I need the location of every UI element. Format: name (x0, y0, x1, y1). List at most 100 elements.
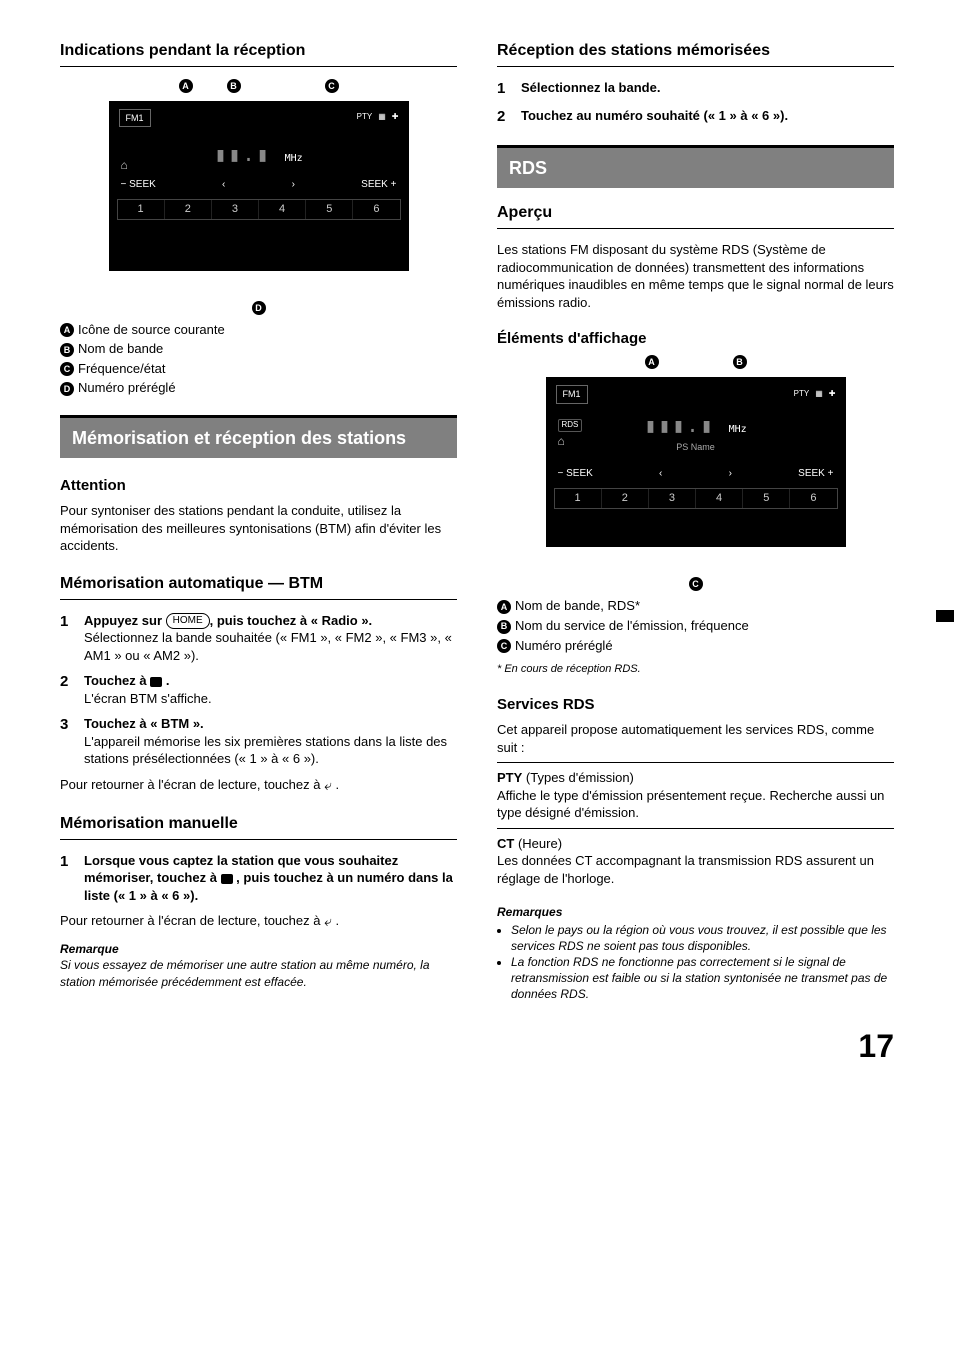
remarque-title: Remarque (60, 941, 457, 957)
services-title: Services RDS (497, 695, 894, 715)
freq-display: ▮▮.▮ MHz (109, 127, 409, 170)
freq-display-2: ▮▮▮.▮ MHz (546, 404, 846, 441)
chev-right-icon-2: › (729, 467, 732, 481)
services-intro: Cet appareil propose automatiquement les… (497, 721, 894, 756)
return-line-1: Pour retourner à l'écran de lecture, tou… (60, 776, 457, 795)
edge-tab (936, 610, 954, 622)
options-icon-2 (221, 874, 233, 884)
preset2-1: 1 (555, 489, 602, 508)
legend2-c: Numéro préréglé (515, 638, 613, 653)
legend2-badge-b: B (497, 620, 511, 634)
remarques-body: Selon le pays ou la région où vous vous … (497, 922, 894, 1003)
callout-a: A (179, 79, 193, 93)
legend-badge-c: C (60, 362, 74, 376)
remarque-body: Si vous essayez de mémoriser une autre s… (60, 957, 457, 989)
hd-icon-2: ▦ (815, 389, 823, 400)
ps-name: PS Name (546, 441, 846, 459)
manual-title: Mémorisation manuelle (60, 813, 457, 840)
svc-pty-body: Affiche le type d'émission présentement … (497, 788, 884, 821)
freq-digits: ▮▮.▮ (214, 142, 270, 166)
preset2-6: 6 (790, 489, 836, 508)
remarque-2: La fonction RDS ne fonctionne pas correc… (511, 954, 894, 1003)
preset2-3: 3 (649, 489, 696, 508)
callout2-a: A (645, 355, 659, 369)
preset2-4: 4 (696, 489, 743, 508)
service-pty: PTY (Types d'émission) Affiche le type d… (497, 762, 894, 828)
recall-num-1: 1 (497, 79, 511, 99)
legend-2: ANom de bande, RDS* BNom du service de l… (497, 597, 894, 654)
callout2-c: C (689, 577, 703, 591)
apercu-title: Aperçu (497, 202, 894, 229)
radio2-wrap: A B FM1 PTY ▦ ✚ RDS ⌂ ▮▮▮.▮ MHz (497, 355, 894, 591)
preset2-5: 5 (743, 489, 790, 508)
back-icon: ⤶ (324, 776, 332, 795)
radio-display-1: FM1 PTY ▦ ✚ ⌂ ▮▮.▮ MHz − SEEK ‹ › SEEK (109, 101, 409, 271)
callout-c: C (325, 79, 339, 93)
heading-indications: Indications pendant la réception (60, 40, 457, 67)
step2-body: L'écran BTM s'affiche. (84, 690, 457, 708)
recall-step-1: Sélectionnez la bande. (521, 79, 894, 99)
manual-step-num: 1 (60, 852, 74, 905)
step-num-1: 1 (60, 612, 74, 665)
recall-steps: 1 Sélectionnez la bande. 2 Touchez au nu… (497, 79, 894, 128)
step-num-2: 2 (60, 672, 74, 707)
seek-minus-2: − SEEK (558, 467, 593, 481)
legend2-a: Nom de bande, RDS* (515, 598, 640, 613)
attention-body: Pour syntoniser des stations pendant la … (60, 502, 457, 555)
legend-badge-d: D (60, 382, 74, 396)
step3-bold: Touchez à « BTM ». (84, 716, 204, 731)
mhz-label-2: MHz (729, 424, 747, 435)
btm-steps: 1 Appuyez sur HOME, puis touchez à « Rad… (60, 612, 457, 768)
elements-title: Éléments d'affichage (497, 329, 894, 349)
seek-plus-2: SEEK + (798, 467, 833, 481)
heading-recall: Réception des stations mémorisées (497, 40, 894, 67)
legend-a: Icône de source courante (78, 322, 225, 337)
plus-icon: ✚ (392, 112, 399, 123)
mhz-label: MHz (285, 153, 303, 164)
radio-display-2: FM1 PTY ▦ ✚ RDS ⌂ ▮▮▮.▮ MHz PS Name − SE… (546, 377, 846, 547)
preset-1: 1 (118, 200, 165, 219)
service-ct: CT (Heure) Les données CT accompagnant l… (497, 828, 894, 894)
pty-label: PTY (357, 112, 373, 123)
svc-ct-paren: (Heure) (518, 836, 562, 851)
preset2-2: 2 (602, 489, 649, 508)
return-text-1: Pour retourner à l'écran de lecture, tou… (60, 777, 324, 792)
callout-b: B (227, 79, 241, 93)
svc-pty-paren: (Types d'émission) (526, 770, 634, 785)
seek-minus: − SEEK (121, 178, 156, 192)
legend-badge-a: A (60, 323, 74, 337)
legend2-b: Nom du service de l'émission, fréquence (515, 618, 749, 633)
legend-1: AIcône de source courante BNom de bande … (60, 321, 457, 397)
legend-badge-b: B (60, 343, 74, 357)
band-box: FM1 (119, 109, 151, 127)
pty-label-2: PTY (794, 389, 810, 400)
legend-d: Numéro préréglé (78, 380, 176, 395)
recall-step-2: Touchez au numéro souhaité (« 1 » à « 6 … (521, 107, 894, 127)
svc-ct-name: CT (497, 836, 514, 851)
chev-right-icon: › (292, 178, 295, 192)
left-column: Indications pendant la réception A B C F… (60, 40, 457, 1005)
band-box-2: FM1 (556, 385, 588, 403)
home-icon-2: ⌂ (558, 433, 565, 449)
hd-icon: ▦ (378, 112, 386, 123)
callout-d: D (252, 301, 266, 315)
right-column: Réception des stations mémorisées 1 Séle… (497, 40, 894, 1005)
plus-icon-2: ✚ (829, 389, 836, 400)
legend-b: Nom de bande (78, 341, 163, 356)
section-rds: RDS (497, 145, 894, 188)
preset-2: 2 (165, 200, 212, 219)
home-button: HOME (166, 613, 210, 629)
preset-4: 4 (259, 200, 306, 219)
step1-bold-post: , puis touchez à « Radio ». (210, 613, 373, 628)
return-text-2: Pour retourner à l'écran de lecture, tou… (60, 913, 324, 928)
step2-bold: Touchez à (84, 673, 150, 688)
freq-digits-2: ▮▮▮.▮ (644, 413, 714, 437)
step-num-3: 3 (60, 715, 74, 768)
preset-row-2: 1 2 3 4 5 6 (554, 488, 838, 509)
back-icon-2: ⤶ (324, 912, 332, 931)
svc-ct-body: Les données CT accompagnant la transmiss… (497, 853, 874, 886)
section-mem: Mémorisation et réception des stations (60, 415, 457, 458)
legend2-badge-c: C (497, 639, 511, 653)
footnote: * En cours de réception RDS. (497, 662, 894, 677)
apercu-body: Les stations FM disposant du système RDS… (497, 241, 894, 311)
